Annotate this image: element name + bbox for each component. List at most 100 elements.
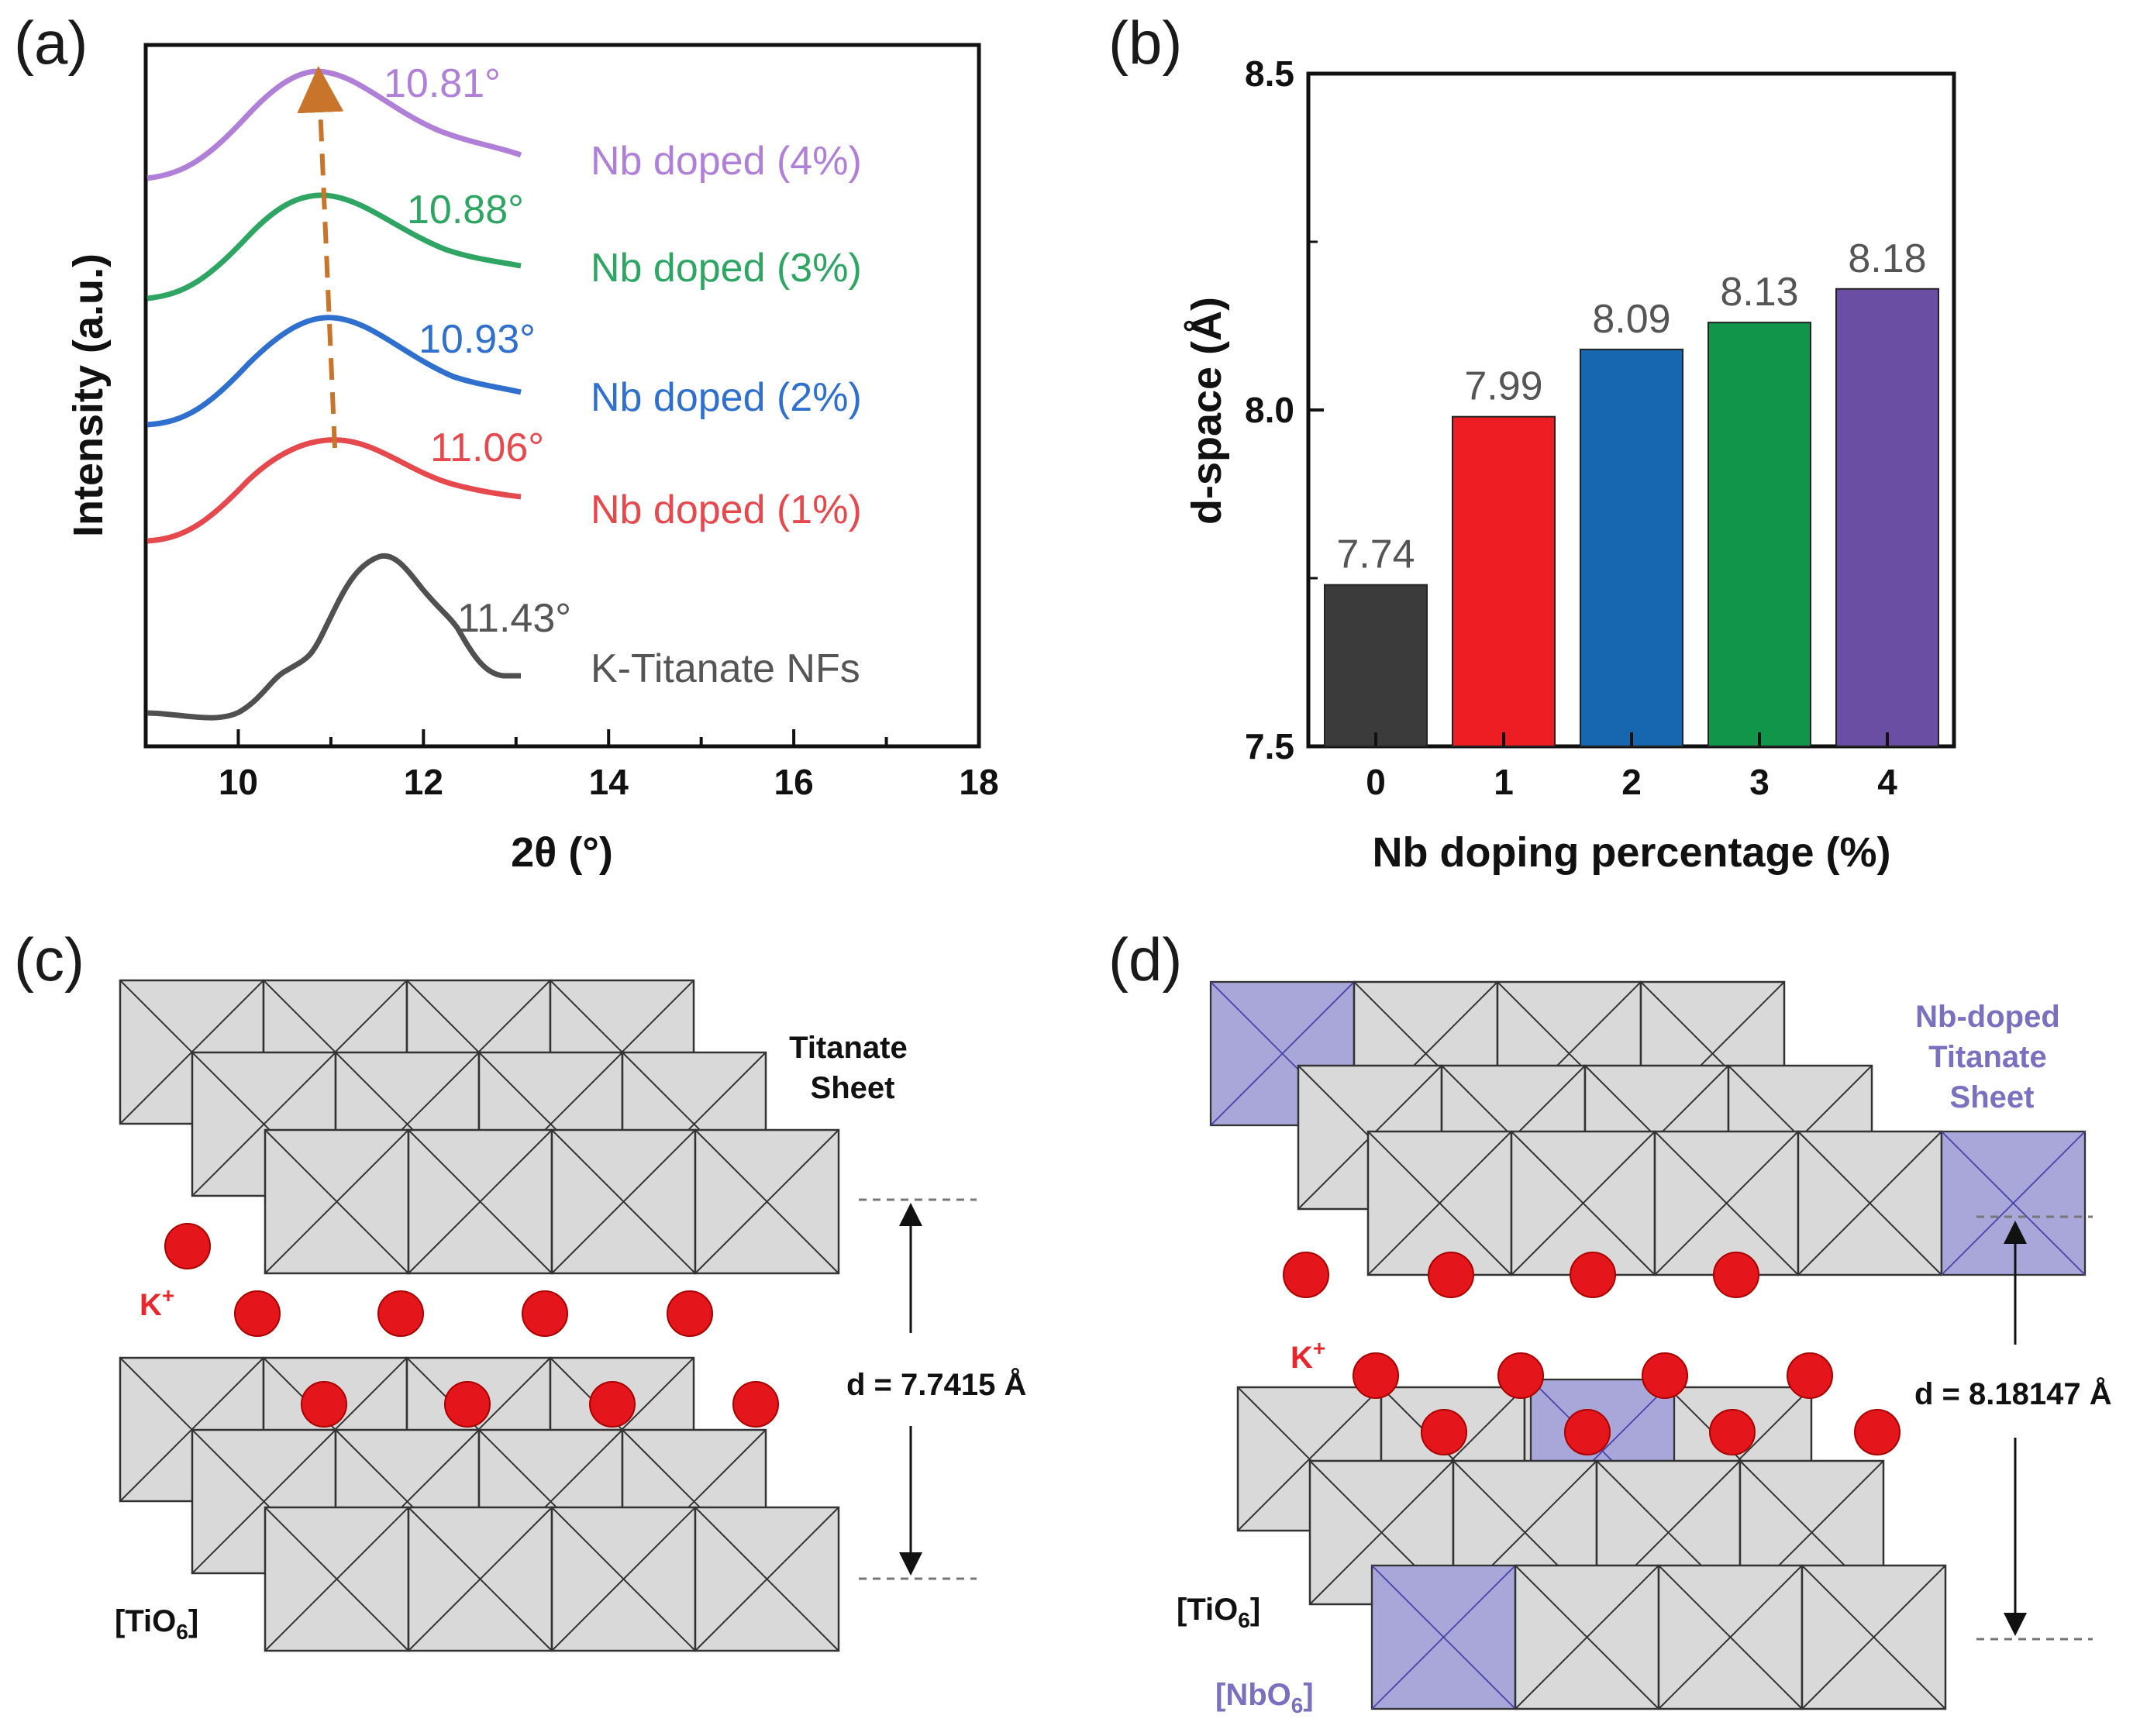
panel-a-x-tick-label: 10	[219, 762, 258, 802]
curve-label-k-titanate: K-Titanate NFs	[591, 646, 860, 691]
peak-shift-arrow	[297, 66, 344, 449]
tio6-octahedron	[694, 1506, 840, 1652]
panel-c-ion-label: K+	[140, 1283, 174, 1322]
panel-d-nbo6-label: [NbO6]	[1215, 1678, 1314, 1717]
panel-b-x-tick-label: 1	[1494, 762, 1514, 802]
panel-b-ticks: 0 1 2 3 4 7.5 8.0 8.5	[1245, 53, 1897, 802]
panel-b-x-tick-label: 3	[1749, 762, 1770, 802]
peak-label-nb-1: 11.06°	[430, 425, 544, 470]
k-ion	[1283, 1252, 1329, 1298]
tio6-octahedron	[550, 1506, 697, 1652]
curve-nb-2	[146, 315, 522, 428]
panel-c-letter: (c)	[14, 925, 84, 994]
tio6-octahedron	[1510, 1130, 1656, 1276]
peak-label-nb-2: 10.93°	[419, 317, 536, 362]
k-ion	[1787, 1352, 1833, 1399]
panel-d: (d) Nb-doped Titanate Sheet K+ d = 8.181…	[1108, 925, 2112, 1717]
panel-d-letter: (d)	[1108, 925, 1182, 994]
bar-value-label: 7.74	[1336, 532, 1415, 577]
k-ion	[1421, 1409, 1467, 1455]
panel-b-x-tick-label: 0	[1366, 762, 1386, 802]
panel-d-tio6-label: [TiO6]	[1177, 1593, 1260, 1632]
k-ion	[522, 1290, 568, 1337]
panel-c-d-spacing: d = 7.7415 Å	[846, 1367, 1026, 1402]
curve-label-nb-1: Nb doped (1%)	[591, 487, 862, 532]
panel-a-x-ticks: 10 12 14 16 18	[144, 729, 999, 802]
panel-d-sheet-label: Nb-doped Titanate Sheet	[1915, 1000, 2069, 1114]
panel-a: (a) Intensity (a.u.) 2θ (°) 10 12 14 16 18 1…	[14, 9, 999, 876]
panel-b-letter: (b)	[1108, 9, 1182, 77]
curve-nb-1	[146, 437, 522, 544]
panel-d-ions	[1283, 1252, 1900, 1455]
tio6-octahedron	[264, 1506, 410, 1652]
panel-a-ylabel: Intensity (a.u.)	[65, 253, 112, 537]
tio6-octahedron	[1657, 1564, 1804, 1710]
k-ion	[1854, 1409, 1900, 1455]
k-ion	[1353, 1352, 1399, 1399]
k-ion	[234, 1290, 281, 1337]
panel-a-x-tick-label: 14	[589, 762, 629, 802]
bar-0	[1324, 584, 1428, 747]
tio6-octahedron	[264, 1128, 410, 1275]
k-ion	[1428, 1252, 1474, 1298]
k-ion	[732, 1381, 779, 1428]
curve-k-titanate	[146, 553, 521, 721]
k-ion	[1642, 1352, 1688, 1399]
k-ion	[1497, 1352, 1544, 1399]
panel-a-x-tick-label: 16	[774, 762, 814, 802]
bar-value-label: 8.13	[1720, 270, 1798, 315]
k-ion	[444, 1381, 491, 1428]
panel-c-sheet-label: Titanate Sheet	[789, 1031, 916, 1105]
k-ion	[1570, 1252, 1616, 1298]
panel-a-xlabel: 2θ (°)	[511, 829, 613, 876]
tio6-octahedron	[1797, 1130, 1943, 1276]
bar-value-label: 8.09	[1592, 297, 1670, 342]
bar-value-label: 8.18	[1848, 236, 1926, 281]
panel-a-x-tick-label: 12	[404, 762, 443, 802]
peak-label-nb-4: 10.81°	[384, 61, 501, 106]
panel-b-xlabel: Nb doping percentage (%)	[1372, 829, 1890, 876]
panel-a-letter: (a)	[14, 9, 88, 77]
k-ion	[1709, 1409, 1756, 1455]
panel-b-y-tick-label: 7.5	[1245, 726, 1294, 766]
panel-b-y-tick-label: 8.0	[1245, 390, 1294, 430]
peak-label-k-titanate: 11.43°	[457, 596, 571, 641]
panel-b-x-tick-label: 2	[1621, 762, 1642, 802]
bar-2	[1580, 348, 1683, 747]
tio6-octahedron	[694, 1128, 840, 1275]
tio6-octahedron	[1366, 1130, 1513, 1276]
k-ion	[589, 1381, 636, 1428]
k-ion	[667, 1290, 713, 1337]
panel-c-tio6-label: [TiO6]	[115, 1604, 198, 1644]
tio6-octahedron	[407, 1128, 553, 1275]
panel-a-x-tick-label: 18	[959, 762, 998, 802]
panel-c-sheets	[119, 979, 840, 1652]
k-ion	[301, 1381, 347, 1428]
panel-d-d-spacing: d = 8.18147 Å	[1914, 1376, 2112, 1411]
k-ion	[377, 1290, 424, 1337]
tio6-octahedron	[550, 1128, 697, 1275]
tio6-octahedron	[1801, 1564, 1947, 1710]
curve-label-nb-3: Nb doped (3%)	[591, 246, 862, 291]
nbo6-octahedron	[1940, 1130, 2087, 1276]
bar-3	[1708, 322, 1811, 748]
panel-b-x-tick-label: 4	[1877, 762, 1897, 802]
curve-label-nb-4: Nb doped (4%)	[591, 139, 862, 184]
tio6-octahedron	[1653, 1130, 1800, 1276]
bar-4	[1835, 288, 1939, 747]
panel-b-bars: 7.74 7.99 8.09 8.13 8.18	[1324, 236, 1939, 748]
tio6-octahedron	[1514, 1564, 1660, 1710]
panel-a-frame	[143, 43, 981, 749]
curve-label-nb-2: Nb doped (2%)	[591, 375, 862, 420]
panel-c: (c) Titanate Sheet K+ d = 7.7415 Å [TiO6…	[14, 925, 1026, 1652]
panel-d-ion-label: K+	[1291, 1336, 1325, 1375]
panel-b-y-tick-label: 8.5	[1245, 53, 1294, 94]
k-ion	[1564, 1409, 1611, 1455]
bar-value-label: 7.99	[1464, 364, 1542, 409]
panel-c-ions	[164, 1223, 779, 1428]
nbo6-octahedron	[1370, 1564, 1517, 1710]
peak-label-nb-3: 10.88°	[407, 188, 524, 232]
tio6-octahedron	[407, 1506, 553, 1652]
panel-b-ylabel: d-space (Å)	[1184, 297, 1230, 525]
